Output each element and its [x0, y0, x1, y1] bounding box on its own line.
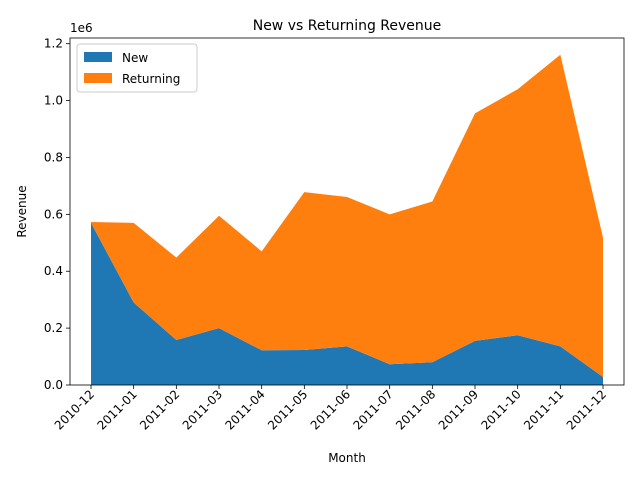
y-tick-label: 0.6: [44, 207, 63, 221]
y-axis: 0.0 0.2 0.4 0.6 0.8 1.0 1.2: [44, 37, 70, 392]
x-tick-label: 2011-12: [564, 387, 609, 432]
area-series-returning: [91, 54, 603, 378]
x-tick-label: 2011-06: [308, 387, 353, 432]
x-tick-label: 2011-11: [521, 387, 566, 432]
x-tick-label: 2011-05: [265, 387, 310, 432]
x-tick-label: 2011-09: [436, 387, 481, 432]
chart-title: New vs Returning Revenue: [253, 18, 442, 34]
area-series-new: [91, 222, 603, 385]
legend-swatch-new: [84, 52, 112, 62]
y-tick-label: 0.0: [44, 378, 63, 392]
y-tick-label: 1.2: [44, 37, 63, 51]
y-tick-label: 1.0: [44, 94, 63, 108]
legend-label-new: New: [122, 51, 148, 65]
legend-label-returning: Returning: [122, 72, 180, 86]
x-tick-label: 2011-03: [180, 387, 225, 432]
legend-swatch-returning: [84, 73, 112, 83]
x-axis-label: Month: [328, 451, 366, 465]
y-tick-label: 0.4: [44, 264, 63, 278]
legend: New Returning: [76, 43, 198, 93]
y-tick-label: 0.8: [44, 150, 63, 164]
x-tick-label: 2011-01: [94, 387, 139, 432]
y-offset-label: 1e6: [70, 21, 93, 35]
x-tick-label: 2010-12: [52, 387, 97, 432]
y-axis-label: Revenue: [15, 185, 29, 237]
chart-areas: [91, 54, 603, 385]
x-tick-label: 2011-02: [137, 387, 182, 432]
x-tick-label: 2011-10: [478, 387, 523, 432]
x-axis: 2010-122011-012011-022011-032011-042011-…: [52, 385, 609, 433]
x-tick-label: 2011-08: [393, 387, 438, 432]
y-tick-label: 0.2: [44, 321, 63, 335]
x-tick-label: 2011-07: [350, 387, 395, 432]
x-tick-label: 2011-04: [222, 387, 267, 432]
